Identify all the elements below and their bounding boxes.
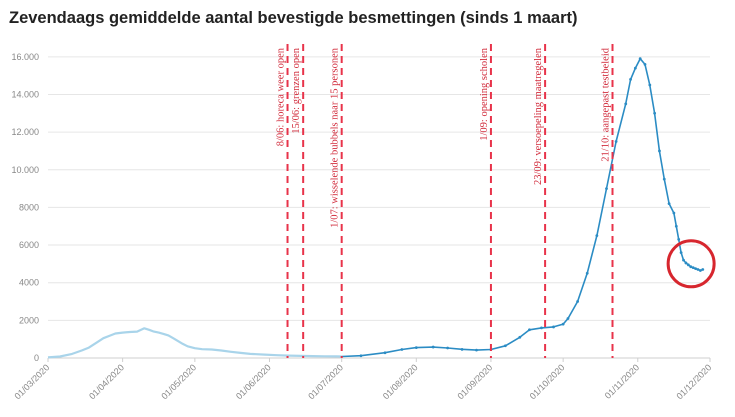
data-point — [682, 258, 685, 262]
x-tick-label: 01/03/2020 — [12, 362, 51, 401]
data-point — [359, 354, 363, 358]
data-point — [605, 187, 608, 190]
data-point — [540, 326, 543, 330]
data-point — [383, 351, 387, 355]
data-point — [689, 265, 693, 269]
data-point — [638, 57, 642, 61]
data-point — [691, 266, 695, 270]
data-point — [585, 271, 589, 275]
x-tick-label: 01/12/2020 — [674, 362, 713, 401]
x-tick-label: 01/08/2020 — [381, 362, 420, 401]
data-point — [614, 140, 618, 143]
data-point — [696, 268, 700, 271]
y-tick-label: 10.000 — [11, 165, 39, 175]
annotation-label: 21/10: aangepast testbeleid — [601, 47, 612, 161]
annotation-label: 23/09: versoepeling maatregelen — [533, 47, 544, 185]
data-point — [446, 346, 450, 350]
y-axis: 0 2000 4000 6000 8000 10.000 12.000 14.000 16.00… — [11, 52, 39, 363]
y-tick-label: 14.000 — [11, 89, 39, 99]
data-point — [475, 348, 478, 352]
data-point — [653, 111, 657, 115]
data-point — [431, 345, 435, 349]
data-point — [595, 234, 599, 238]
data-point — [552, 325, 555, 329]
data-point — [633, 66, 637, 70]
annotation-label: 1/07: wisselende bubbels naar 15 persone… — [330, 47, 341, 228]
data-point — [629, 78, 632, 81]
data-point — [686, 263, 690, 267]
data-point — [677, 238, 681, 241]
data-point — [414, 346, 418, 350]
data-point — [624, 102, 628, 106]
grid — [48, 56, 710, 359]
data-point — [674, 224, 678, 228]
x-tick-label: 01/05/2020 — [159, 362, 198, 401]
x-tick-label: 01/10/2020 — [528, 362, 567, 401]
data-point — [662, 177, 666, 181]
data-point — [566, 317, 570, 320]
y-tick-label: 4000 — [19, 278, 39, 288]
data-point — [698, 269, 702, 272]
data-point — [528, 328, 531, 332]
data-point — [672, 211, 676, 215]
data-point — [400, 348, 404, 351]
highlight-circle — [666, 239, 716, 289]
annotation-label: 1/09: opening scholen — [479, 47, 490, 140]
x-tick-label: 01/04/2020 — [87, 362, 126, 401]
x-tick-label: 01/06/2020 — [234, 362, 273, 401]
data-point — [694, 267, 697, 270]
data-point — [503, 344, 507, 348]
y-tick-label: 0 — [34, 353, 39, 363]
chart-title: Zevendaags gemiddelde aantal bevestigde … — [9, 9, 578, 27]
y-tick-label: 12.000 — [11, 127, 39, 137]
data-point — [576, 300, 579, 303]
y-tick-label: 6000 — [19, 240, 39, 250]
x-tick-label: 01/07/2020 — [306, 362, 345, 401]
data-point — [701, 268, 705, 271]
data-point — [667, 202, 671, 206]
x-tick-label: 01/11/2020 — [603, 362, 641, 400]
data-point — [679, 251, 683, 254]
highlight — [666, 239, 716, 289]
data-point — [643, 62, 647, 66]
y-tick-label: 2000 — [19, 315, 39, 325]
annotations: 8/06: horeca weer open 15/06: grenzen ope… — [276, 44, 614, 358]
data-point — [658, 149, 661, 153]
x-axis: 01/03/2020 01/04/2020 01/05/2020 01/06/2020… — [12, 358, 713, 401]
y-tick-label: 8000 — [19, 202, 39, 212]
annotation-label: 15/06: grenzen open — [291, 47, 302, 133]
y-tick-label: 16.000 — [11, 52, 39, 62]
data-point — [684, 261, 688, 265]
data-point — [648, 83, 652, 87]
annotation-label: 8/06: horeca weer open — [276, 47, 287, 146]
data-point — [561, 322, 565, 326]
data-point — [518, 335, 522, 339]
data-point — [460, 347, 464, 351]
x-tick-label: 01/09/2020 — [455, 362, 494, 401]
series-line-past — [47, 327, 342, 359]
